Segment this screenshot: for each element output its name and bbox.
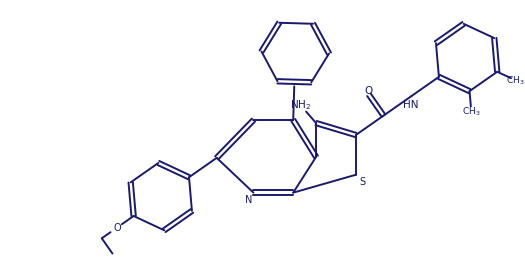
Text: CH$_3$: CH$_3$ [462,105,480,118]
Text: NH$_2$: NH$_2$ [290,98,311,112]
Text: N: N [245,195,252,205]
Text: O: O [113,223,121,233]
Text: S: S [360,177,366,187]
Text: CH$_3$: CH$_3$ [506,74,525,87]
Text: O: O [365,86,373,96]
Text: HN: HN [404,100,419,110]
